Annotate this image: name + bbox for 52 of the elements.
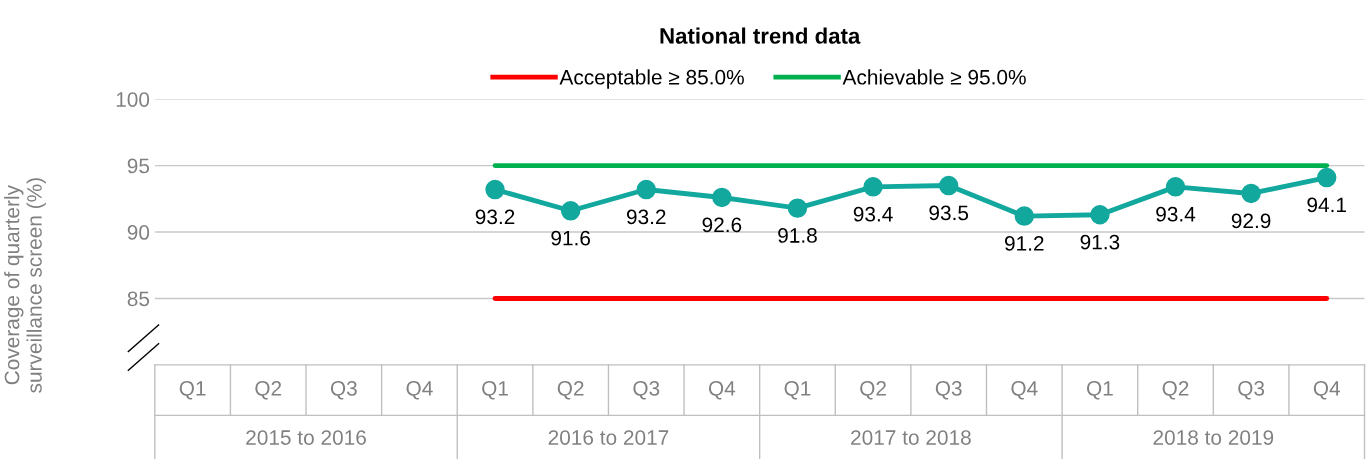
point <box>1165 177 1186 197</box>
point <box>1090 205 1110 225</box>
text: 2015 to 2016 <box>246 430 366 445</box>
point <box>1316 167 1337 188</box>
text: 2017 to 2018 <box>851 430 971 445</box>
x-tick-label: Q3 <box>330 380 357 400</box>
data-label: 93.4 <box>1156 206 1196 222</box>
point <box>1241 183 1261 204</box>
x-tick-label: Q4 <box>708 380 736 400</box>
x-tick-label: Q1 <box>482 380 508 400</box>
x-tick-label: Q2 <box>860 380 886 400</box>
y-tick-label: 95 <box>127 158 150 174</box>
data-label: 92.6 <box>702 217 742 233</box>
y-axis-title: Coverage of quarterly surveillance screen (%) <box>4 178 46 393</box>
point <box>938 175 959 196</box>
y-tick-label: 85 <box>127 291 150 307</box>
text: 2016 to 2017 <box>548 430 669 445</box>
data-label: 93.4 <box>853 206 893 222</box>
x-tick-label: Q1 <box>1086 380 1113 400</box>
x-tick-label: Q3 <box>1238 380 1265 400</box>
y-tick-label: 90 <box>127 225 150 240</box>
data-label: 91.3 <box>1080 234 1120 250</box>
text: 2018 to 2019 <box>1153 430 1274 445</box>
data-label: 91.6 <box>551 230 591 246</box>
data-label: 92.9 <box>1231 213 1271 229</box>
x-tick-label: Q3 <box>633 380 660 400</box>
x-tick-label: Q2 <box>255 380 282 400</box>
x-tick-label: Q1 <box>179 380 206 400</box>
x-tick-label: Q4 <box>406 380 433 400</box>
point <box>560 201 581 221</box>
data-label: 93.2 <box>475 209 515 225</box>
x-tick-label: Q1 <box>784 380 811 400</box>
point <box>1014 206 1035 226</box>
data-label: 93.5 <box>929 205 969 221</box>
data-label: 94.1 <box>1307 197 1346 213</box>
legend-label: Acceptable ≥ 85.0% <box>559 69 744 89</box>
data-label: 93.2 <box>626 209 666 225</box>
data-label: 91.8 <box>778 228 817 243</box>
y-tick-label: 100 <box>116 92 150 107</box>
data-label: 91.2 <box>1004 236 1044 251</box>
point <box>485 179 505 200</box>
point <box>863 177 883 197</box>
x-tick-label: Q2 <box>557 380 584 400</box>
point <box>636 179 656 200</box>
x-tick-label: Q4 <box>1011 380 1038 400</box>
x-tick-label: Q2 <box>1162 380 1189 400</box>
point <box>712 187 732 208</box>
x-tick-label: Q3 <box>935 380 962 400</box>
point <box>787 198 808 218</box>
legend-label: Achievable ≥ 95.0% <box>842 69 1026 85</box>
x-tick-label: Q4 <box>1313 380 1340 400</box>
chart-title: National trend data <box>660 27 861 44</box>
